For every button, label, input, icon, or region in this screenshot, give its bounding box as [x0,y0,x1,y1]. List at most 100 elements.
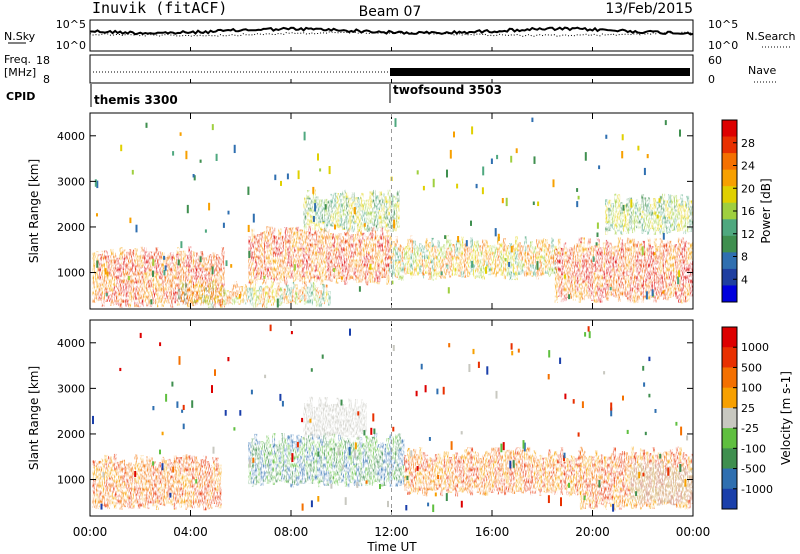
x-tick-label: 12:00 [374,525,409,539]
cpid-label: CPID [6,90,35,103]
x-tick-label: 08:00 [274,525,309,539]
colorbar-tick-label: 1000 [741,341,769,354]
scatter-echoes [94,117,693,308]
colorbar-swatch [722,285,737,303]
cpid-segment-2: twofsound 3503 [393,83,502,97]
y-tick-label: 3000 [57,175,85,188]
nsearch-label: N.Search [746,30,796,43]
velocity-data [92,324,693,513]
colorbar-tick-label: 4 [741,273,748,286]
y-tick-label: 3000 [57,382,85,395]
colorbar-swatch [722,252,737,270]
frequency-panel: Freq. [MHz] 18 8 60 0 Nave [4,53,776,86]
colorbar-swatch [722,327,737,348]
colorbar-swatch [722,169,737,187]
colorbar-swatch [722,468,737,490]
velocity-colorbar-label: Velocity [m s-1] [779,371,793,465]
colorbar-tick-label: -1000 [741,483,773,496]
colorbar-tick-label: 25 [741,402,755,415]
noise-sky-line [90,26,694,36]
colorbar-swatch [722,186,737,204]
power-ylabel: Slant Range [km] [27,159,41,263]
colorbar-swatch [722,219,737,237]
colorbar-swatch [722,488,737,510]
colorbar-swatch [722,136,737,154]
colorbar-swatch [722,202,737,220]
noise-tick-bottom: 10^0 [56,39,86,52]
x-tick-label: 04:00 [173,525,208,539]
colorbar-swatch [722,120,737,138]
noise-right-tick-top: 10^5 [708,18,738,31]
data-region-2 [404,446,582,497]
colorbar-swatch [722,153,737,171]
freq-tick-bottom: 8 [43,73,50,86]
freq-band-late [390,68,690,76]
colorbar-tick-label: -25 [741,422,759,435]
colorbar-tick-label: 20 [741,182,755,195]
velocity-axes: 1000 2000 3000 4000 [57,320,694,516]
freq-label-2: [MHz] [4,66,36,79]
colorbar-swatch [722,347,737,368]
data-region-4 [303,396,367,440]
data-region-4 [177,280,331,309]
noise-panel: N.Sky 10^5 10^0 10^5 10^0 N.Search [4,18,796,52]
power-axes: 1000 2000 3000 4000 [57,113,694,309]
power-panel: 1000 2000 3000 4000 Slant Range [km] 28 24 20… [27,112,773,310]
x-tick-label: 16:00 [475,525,510,539]
power-colorbar: 28 24 20 16 12 8 4 [721,119,755,303]
colorbar-tick-label: -100 [741,442,766,455]
data-region-1 [248,225,390,286]
noise-tick-top: 10^5 [56,18,86,31]
colorbar-swatch [722,268,737,286]
x-tick-label: 00:00 [676,525,711,539]
power-colorbar-label: Power [dB] [759,178,773,243]
colorbar-tick-label: 28 [741,137,755,150]
colorbar-swatch [722,407,737,429]
y-tick-label: 1000 [57,267,85,280]
colorbar-tick-label: 12 [741,228,755,241]
y-tick-label: 2000 [57,221,85,234]
velocity-panel: 1000 2000 3000 4000 Slant Range [km] 1000 50… [27,319,793,517]
noise-right-tick-bottom: 10^0 [708,39,738,52]
scatter-echoes [92,324,689,513]
data-region-5 [303,189,400,233]
data-region-5 [630,460,693,506]
y-tick-label: 4000 [57,130,85,143]
station-title: Inuvik (fitACF) [92,0,227,17]
colorbar-swatch [722,367,737,389]
cpid-panel: CPID themis 3300 twofsound 3503 [6,83,502,107]
freq-label-1: Freq. [4,53,31,66]
cpid-segment-1: themis 3300 [94,93,178,107]
data-region-6 [605,193,693,236]
time-axis: 00:00 04:00 08:00 12:00 16:00 20:00 00:00 [73,47,711,539]
data-region-0 [92,453,222,511]
nsky-label: N.Sky [4,30,36,43]
power-data [92,117,693,309]
nave-label: Nave [748,64,776,77]
y-tick-label: 4000 [57,337,85,350]
colorbar-swatch [722,428,737,449]
colorbar-tick-label: 24 [741,160,755,173]
colorbar-tick-label: 16 [741,205,755,218]
colorbar-tick-label: 100 [741,382,762,395]
date-title: 13/Feb/2015 [605,1,693,17]
time-axis-label: Time UT [366,540,417,554]
x-tick-label: 20:00 [575,525,610,539]
colorbar-swatch [722,448,737,470]
nave-right-tick-top: 60 [708,54,722,67]
colorbar-swatch [722,235,737,253]
velocity-colorbar: 1000 500 100 25 -25 -100 -500 -1000 [721,326,773,510]
beam-title: Beam 07 [359,4,422,20]
data-region-2 [389,235,557,281]
nave-right-tick-bottom: 0 [708,73,715,86]
y-tick-label: 1000 [57,474,85,487]
freq-tick-top: 18 [36,54,50,67]
colorbar-tick-label: -500 [741,463,766,476]
x-tick-label: 00:00 [73,525,108,539]
velocity-ylabel: Slant Range [km] [27,366,41,470]
data-region-3 [554,237,693,304]
colorbar-tick-label: 8 [741,251,748,264]
y-tick-label: 2000 [57,428,85,441]
colorbar-swatch [722,387,737,409]
